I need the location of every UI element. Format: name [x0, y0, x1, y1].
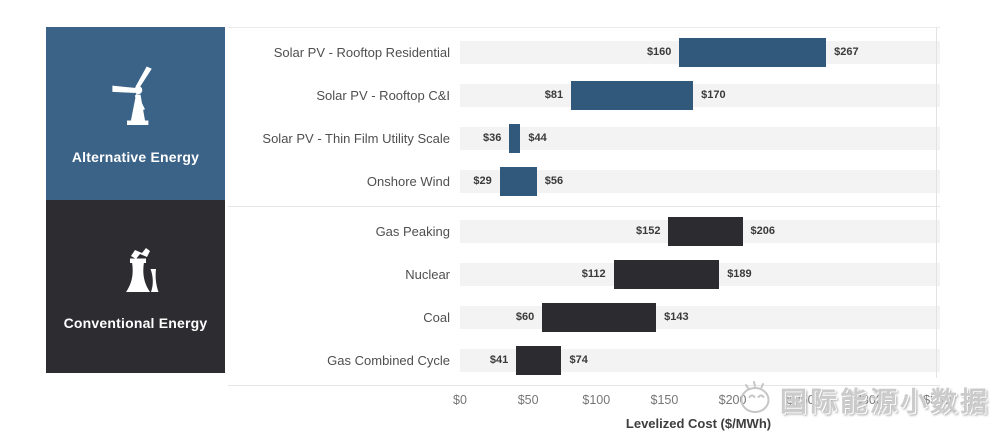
category-label: Nuclear — [405, 267, 450, 282]
x-axis-tick: $250 — [786, 393, 815, 407]
bar-track: $36 $44 — [460, 124, 940, 153]
category-label: Onshore Wind — [366, 174, 450, 189]
x-axis-tick: $300 — [854, 393, 883, 407]
bar-track: $81 $170 — [460, 81, 940, 110]
min-value-label: $36 — [483, 132, 502, 144]
category-label: Solar PV - Thin Film Utility Scale — [262, 131, 450, 146]
range-bar — [542, 303, 657, 332]
x-axis-tick: $150 — [650, 393, 679, 407]
min-value-label: $112 — [581, 268, 606, 280]
plot-area: Solar PV - Rooftop Residential $160 $267 So… — [228, 27, 951, 431]
x-axis-tick: $350 — [923, 393, 951, 407]
bar-track: $41 $74 — [460, 346, 940, 375]
chart-row: Gas Combined Cycle $41 $74 — [228, 346, 940, 375]
chart-row: Solar PV - Rooftop C&I $81 $170 — [228, 81, 940, 110]
max-value-label: $143 — [664, 311, 689, 323]
group-conventional: Gas Peaking $152 $206 Nuclear $112 $189 Coal $6… — [228, 206, 940, 385]
range-bar — [516, 346, 562, 375]
bar-track: $29 $56 — [460, 167, 940, 196]
min-value-label: $152 — [635, 225, 661, 237]
max-value-label: $206 — [750, 225, 775, 237]
range-bar — [668, 217, 743, 246]
group-title-conventional: Conventional Energy — [63, 315, 208, 331]
group-title-alternative: Alternative Energy — [71, 149, 200, 165]
chart-row: Gas Peaking $152 $206 — [228, 217, 940, 246]
bar-track: $160 $267 — [460, 38, 940, 67]
chart-row: Nuclear $112 $189 — [228, 260, 940, 289]
chart-row: Solar PV - Rooftop Residential $160 $267 — [228, 38, 940, 67]
wind-turbine-icon — [100, 62, 172, 139]
min-value-label: $41 — [489, 354, 509, 366]
range-bar — [509, 124, 521, 153]
alternative-energy-panel: Alternative Energy — [46, 27, 225, 200]
chart-row: Solar PV - Thin Film Utility Scale $36 $44 — [228, 124, 940, 153]
max-value-label: $74 — [569, 354, 588, 366]
range-bar — [613, 260, 720, 289]
category-label: Gas Combined Cycle — [327, 353, 450, 368]
min-value-label: $29 — [473, 175, 492, 187]
max-value-label: $44 — [528, 132, 547, 144]
bar-track: $60 $143 — [460, 303, 940, 332]
x-axis-tick: $50 — [517, 393, 539, 407]
chart-row: Coal $60 $143 — [228, 303, 940, 332]
category-label: Solar PV - Rooftop Residential — [273, 45, 450, 60]
category-label: Solar PV - Rooftop C&I — [316, 88, 450, 103]
x-axis-tick: $100 — [582, 393, 611, 407]
x-axis-title: Levelized Cost ($/MWh) — [625, 416, 772, 431]
plot-right-border — [936, 27, 937, 378]
category-label: Gas Peaking — [375, 224, 450, 239]
category-label: Coal — [423, 310, 450, 325]
min-value-label: $81 — [544, 89, 564, 101]
group-alternative: Solar PV - Rooftop Residential $160 $267 So… — [228, 28, 940, 206]
min-value-label: $60 — [515, 311, 535, 323]
plot-groups: Solar PV - Rooftop Residential $160 $267 So… — [228, 27, 940, 386]
min-value-label: $160 — [646, 46, 672, 58]
max-value-label: $267 — [834, 46, 859, 58]
bar-track: $112 $189 — [460, 260, 940, 289]
chart-row: Onshore Wind $29 $56 — [228, 167, 940, 196]
x-axis-tick: $200 — [718, 393, 747, 407]
conventional-energy-panel: Conventional Energy — [46, 200, 225, 373]
max-value-label: $189 — [727, 268, 752, 280]
max-value-label: $56 — [544, 175, 564, 187]
range-bar — [679, 38, 827, 67]
range-bar — [499, 167, 537, 196]
x-axis: $0 $50 $100 $150 $200 $250 $300 $350 — [453, 390, 951, 414]
power-plant-icon — [104, 242, 168, 305]
range-bar — [571, 81, 694, 110]
x-axis-tick: $0 — [453, 393, 467, 407]
bar-track: $152 $206 — [460, 217, 940, 246]
max-value-label: $170 — [701, 89, 726, 101]
